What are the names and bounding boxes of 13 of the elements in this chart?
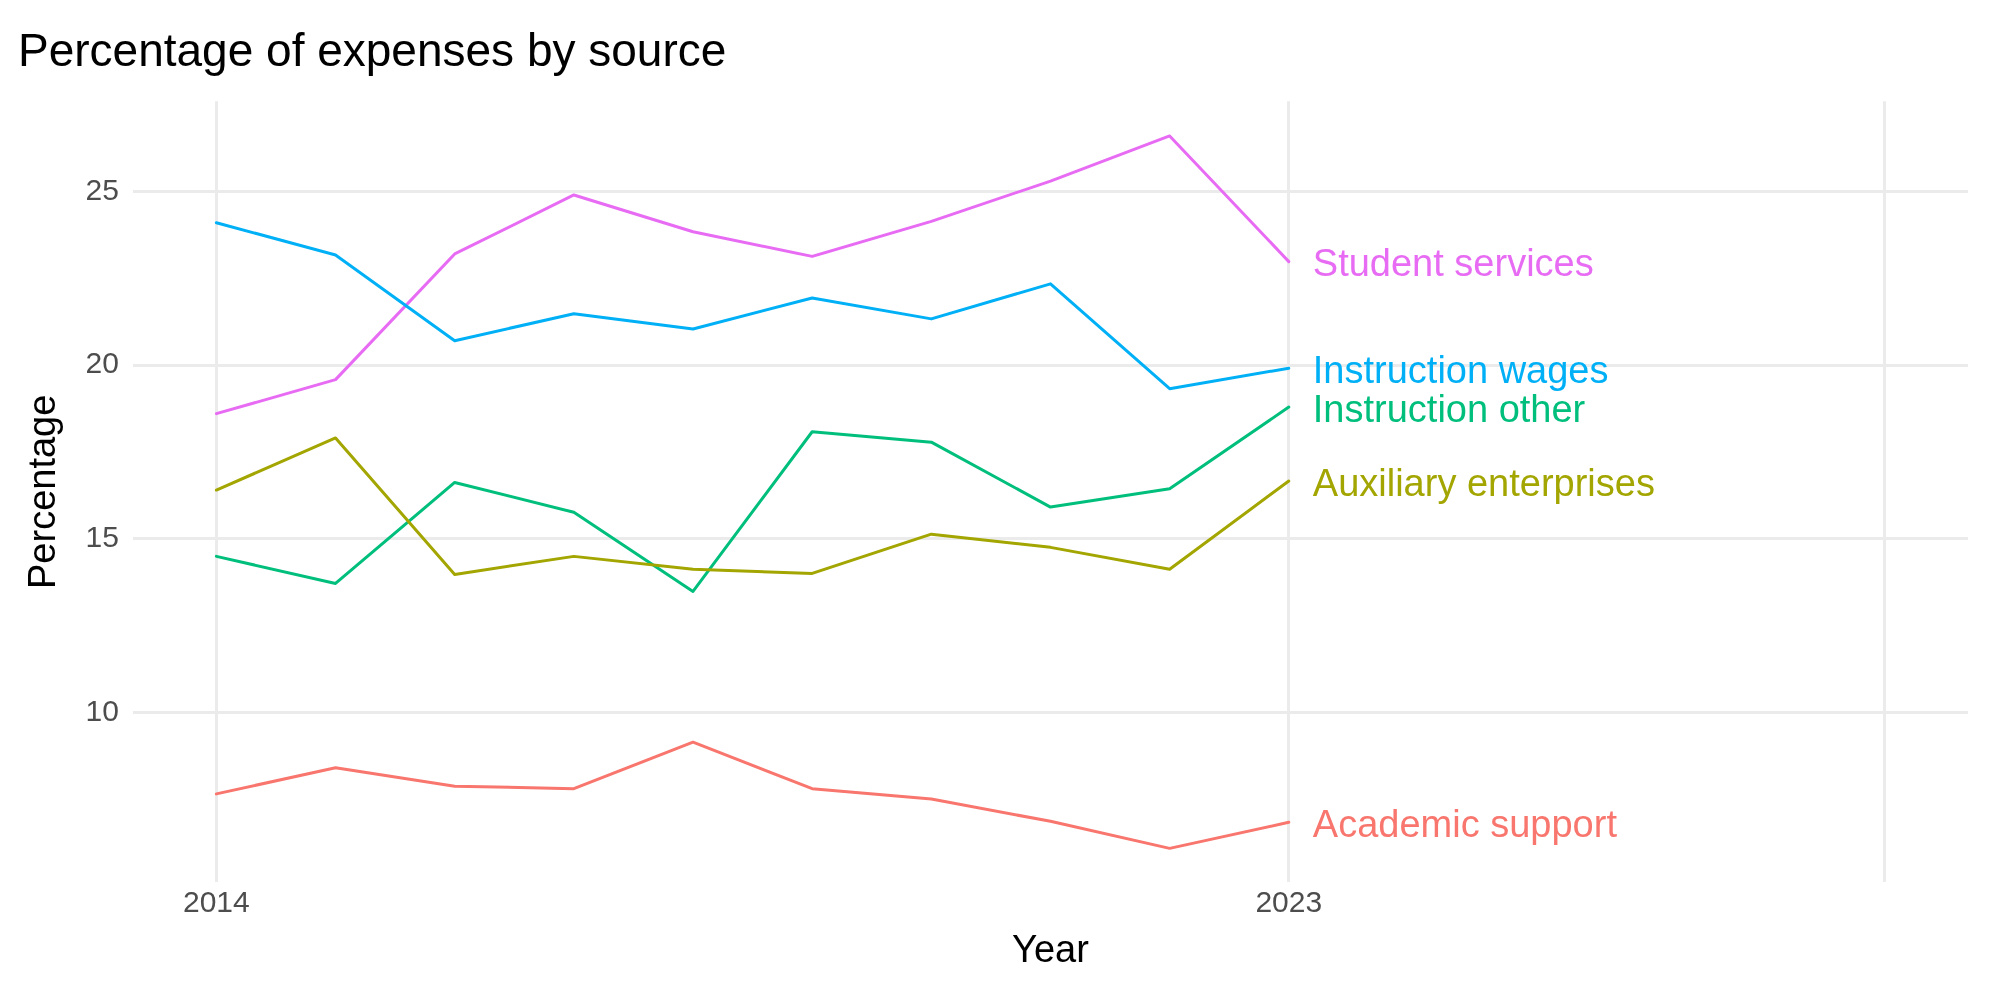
y-tick-label: 15 [85,519,119,553]
chart-title: Percentage of expenses by source [18,24,727,77]
y-axis-title: Percentage [21,394,64,589]
series-label: Instruction wages [1312,348,1609,391]
x-axis-title: Year [1012,927,1090,970]
x-tick-label: 2023 [1255,884,1323,918]
series-label: Student services [1312,242,1594,285]
series-label: Academic support [1312,802,1618,845]
x-tick-label: 2014 [183,884,250,918]
y-tick-label: 10 [85,693,119,727]
y-tick-label: 20 [85,346,119,380]
y-tick-label: 25 [85,172,119,206]
series-label: Auxiliary enterprises [1312,461,1655,504]
